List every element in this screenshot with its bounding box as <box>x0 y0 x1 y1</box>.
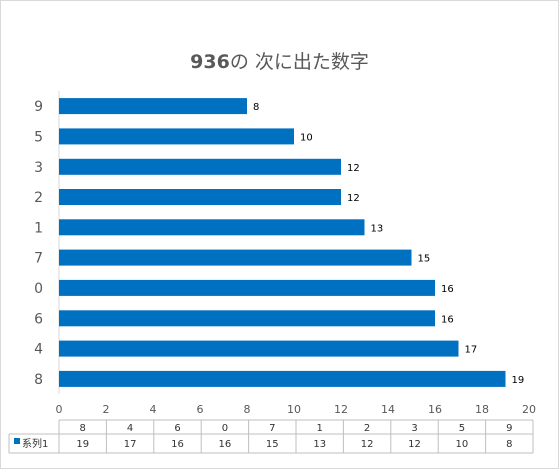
bar <box>59 128 294 145</box>
bar <box>59 98 247 115</box>
table-header-cell: 8 <box>80 423 86 434</box>
chart-title-text: の 次に出た数字 <box>229 51 369 73</box>
x-tick-label: 8 <box>244 403 251 416</box>
category-label: 4 <box>34 342 43 358</box>
bar <box>59 370 506 387</box>
bar <box>59 189 341 205</box>
data-label: 10 <box>300 132 313 143</box>
x-tick-label: 2 <box>103 403 110 416</box>
table-header-cell: 3 <box>411 423 417 434</box>
data-label: 17 <box>465 345 478 356</box>
x-tick-label: 20 <box>522 403 536 416</box>
table-value-cell: 8 <box>506 439 512 450</box>
chart-title-number: 936 <box>190 51 230 73</box>
x-tick-label: 14 <box>381 403 395 416</box>
table-header-cell: 7 <box>269 423 275 434</box>
x-tick-label: 18 <box>475 403 489 416</box>
category-label: 7 <box>34 251 43 267</box>
table-value-cell: 12 <box>361 439 374 450</box>
chart-title: 936の 次に出た数字 <box>1 47 558 74</box>
x-tick-label: 10 <box>287 403 301 416</box>
data-label: 16 <box>441 284 454 295</box>
table-header-cell: 6 <box>174 423 180 434</box>
table-value-cell: 17 <box>124 439 137 450</box>
table-value-cell: 16 <box>171 439 184 450</box>
table-header-cell: 4 <box>127 423 133 434</box>
category-label: 2 <box>34 190 43 206</box>
table-header-cell: 2 <box>364 423 370 434</box>
category-label: 1 <box>34 220 43 236</box>
bar <box>59 279 435 296</box>
table-value-cell: 12 <box>408 439 421 450</box>
table-header-cell: 0 <box>222 423 228 434</box>
table-value-cell: 16 <box>219 439 232 450</box>
table-value-cell: 15 <box>266 439 279 450</box>
x-tick-label: 16 <box>428 403 442 416</box>
table-header-cell: 1 <box>317 423 323 434</box>
table-header-cell: 9 <box>506 423 512 434</box>
series-name: 系列1 <box>22 437 48 450</box>
bar <box>59 310 435 327</box>
table-value-cell: 10 <box>456 439 469 450</box>
table-value-cell: 19 <box>76 439 89 450</box>
category-label: 6 <box>34 311 43 327</box>
category-label: 3 <box>34 160 43 176</box>
data-label: 15 <box>418 254 431 265</box>
x-tick-label: 6 <box>197 403 204 416</box>
data-label: 12 <box>347 163 360 174</box>
category-label: 9 <box>34 99 43 115</box>
legend-key <box>14 438 20 444</box>
bar <box>59 219 365 236</box>
data-label: 16 <box>441 314 454 325</box>
x-tick-label: 12 <box>334 403 348 416</box>
category-label: 0 <box>34 281 43 297</box>
data-label: 19 <box>512 375 525 386</box>
bar <box>59 340 459 357</box>
x-tick-label: 0 <box>56 403 63 416</box>
category-label: 8 <box>34 372 43 388</box>
bar <box>59 158 341 175</box>
data-label: 12 <box>347 193 360 204</box>
data-label: 8 <box>253 102 259 113</box>
table-value-cell: 13 <box>313 439 326 450</box>
bar <box>59 249 412 266</box>
category-label: 5 <box>34 129 43 145</box>
data-label: 13 <box>371 223 384 234</box>
table-header-cell: 5 <box>459 423 465 434</box>
x-tick-label: 4 <box>150 403 157 416</box>
